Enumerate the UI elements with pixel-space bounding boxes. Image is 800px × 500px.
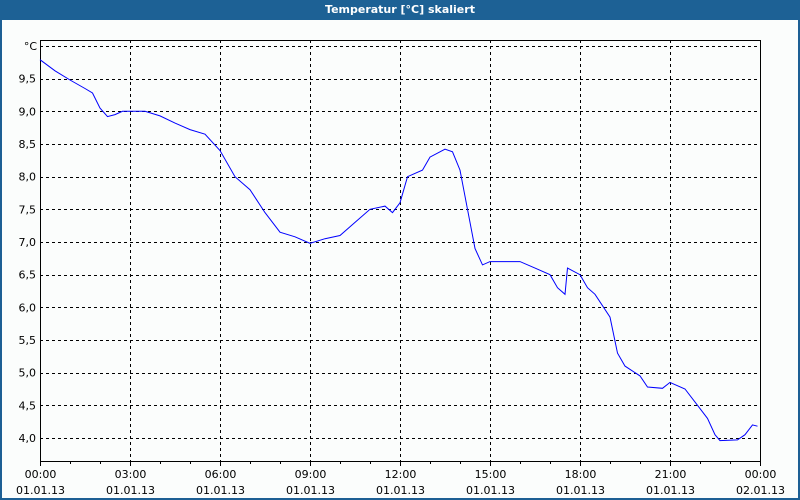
- y-tick-label: 9,5: [19, 73, 37, 86]
- x-tick-time: 00:00: [25, 468, 57, 481]
- x-tick-time: 03:00: [115, 468, 147, 481]
- x-tick-time: 15:00: [475, 468, 507, 481]
- y-tick-label: 5,0: [19, 367, 37, 380]
- y-axis-unit: °C: [24, 40, 38, 53]
- window-title: Temperatur [°C] skaliert: [0, 0, 800, 20]
- y-tick-label: 9,0: [19, 105, 37, 118]
- y-tick-label: 7,5: [19, 203, 37, 216]
- x-tick-time: 18:00: [565, 468, 597, 481]
- y-tick-label: 8,0: [19, 171, 37, 184]
- y-tick-label: 6,5: [19, 269, 37, 282]
- x-tick-date: 01.01.13: [286, 484, 335, 497]
- y-tick-label: 4,5: [19, 399, 37, 412]
- x-tick-time: 12:00: [385, 468, 417, 481]
- x-tick-date: 01.01.13: [646, 484, 695, 497]
- x-tick-date: 01.01.13: [106, 484, 155, 497]
- y-tick-label: 5,5: [19, 334, 37, 347]
- x-tick-time: 06:00: [205, 468, 237, 481]
- x-tick-time: 21:00: [655, 468, 687, 481]
- y-tick-label: 7,0: [19, 236, 37, 249]
- x-tick-time: 00:00: [745, 468, 777, 481]
- y-tick-label: 4,0: [19, 432, 37, 445]
- x-tick-date: 01.01.13: [196, 484, 245, 497]
- temperature-line: [39, 59, 758, 442]
- y-tick-label: 8,5: [19, 138, 37, 151]
- x-tick-date: 02.01.13: [736, 484, 785, 497]
- x-tick-time: 09:00: [295, 468, 327, 481]
- x-tick-date: 01.01.13: [466, 484, 515, 497]
- x-tick-date: 01.01.13: [556, 484, 605, 497]
- x-tick-date: 01.01.13: [376, 484, 425, 497]
- y-tick-label: 6,0: [19, 301, 37, 314]
- x-tick-date: 01.01.13: [16, 484, 65, 497]
